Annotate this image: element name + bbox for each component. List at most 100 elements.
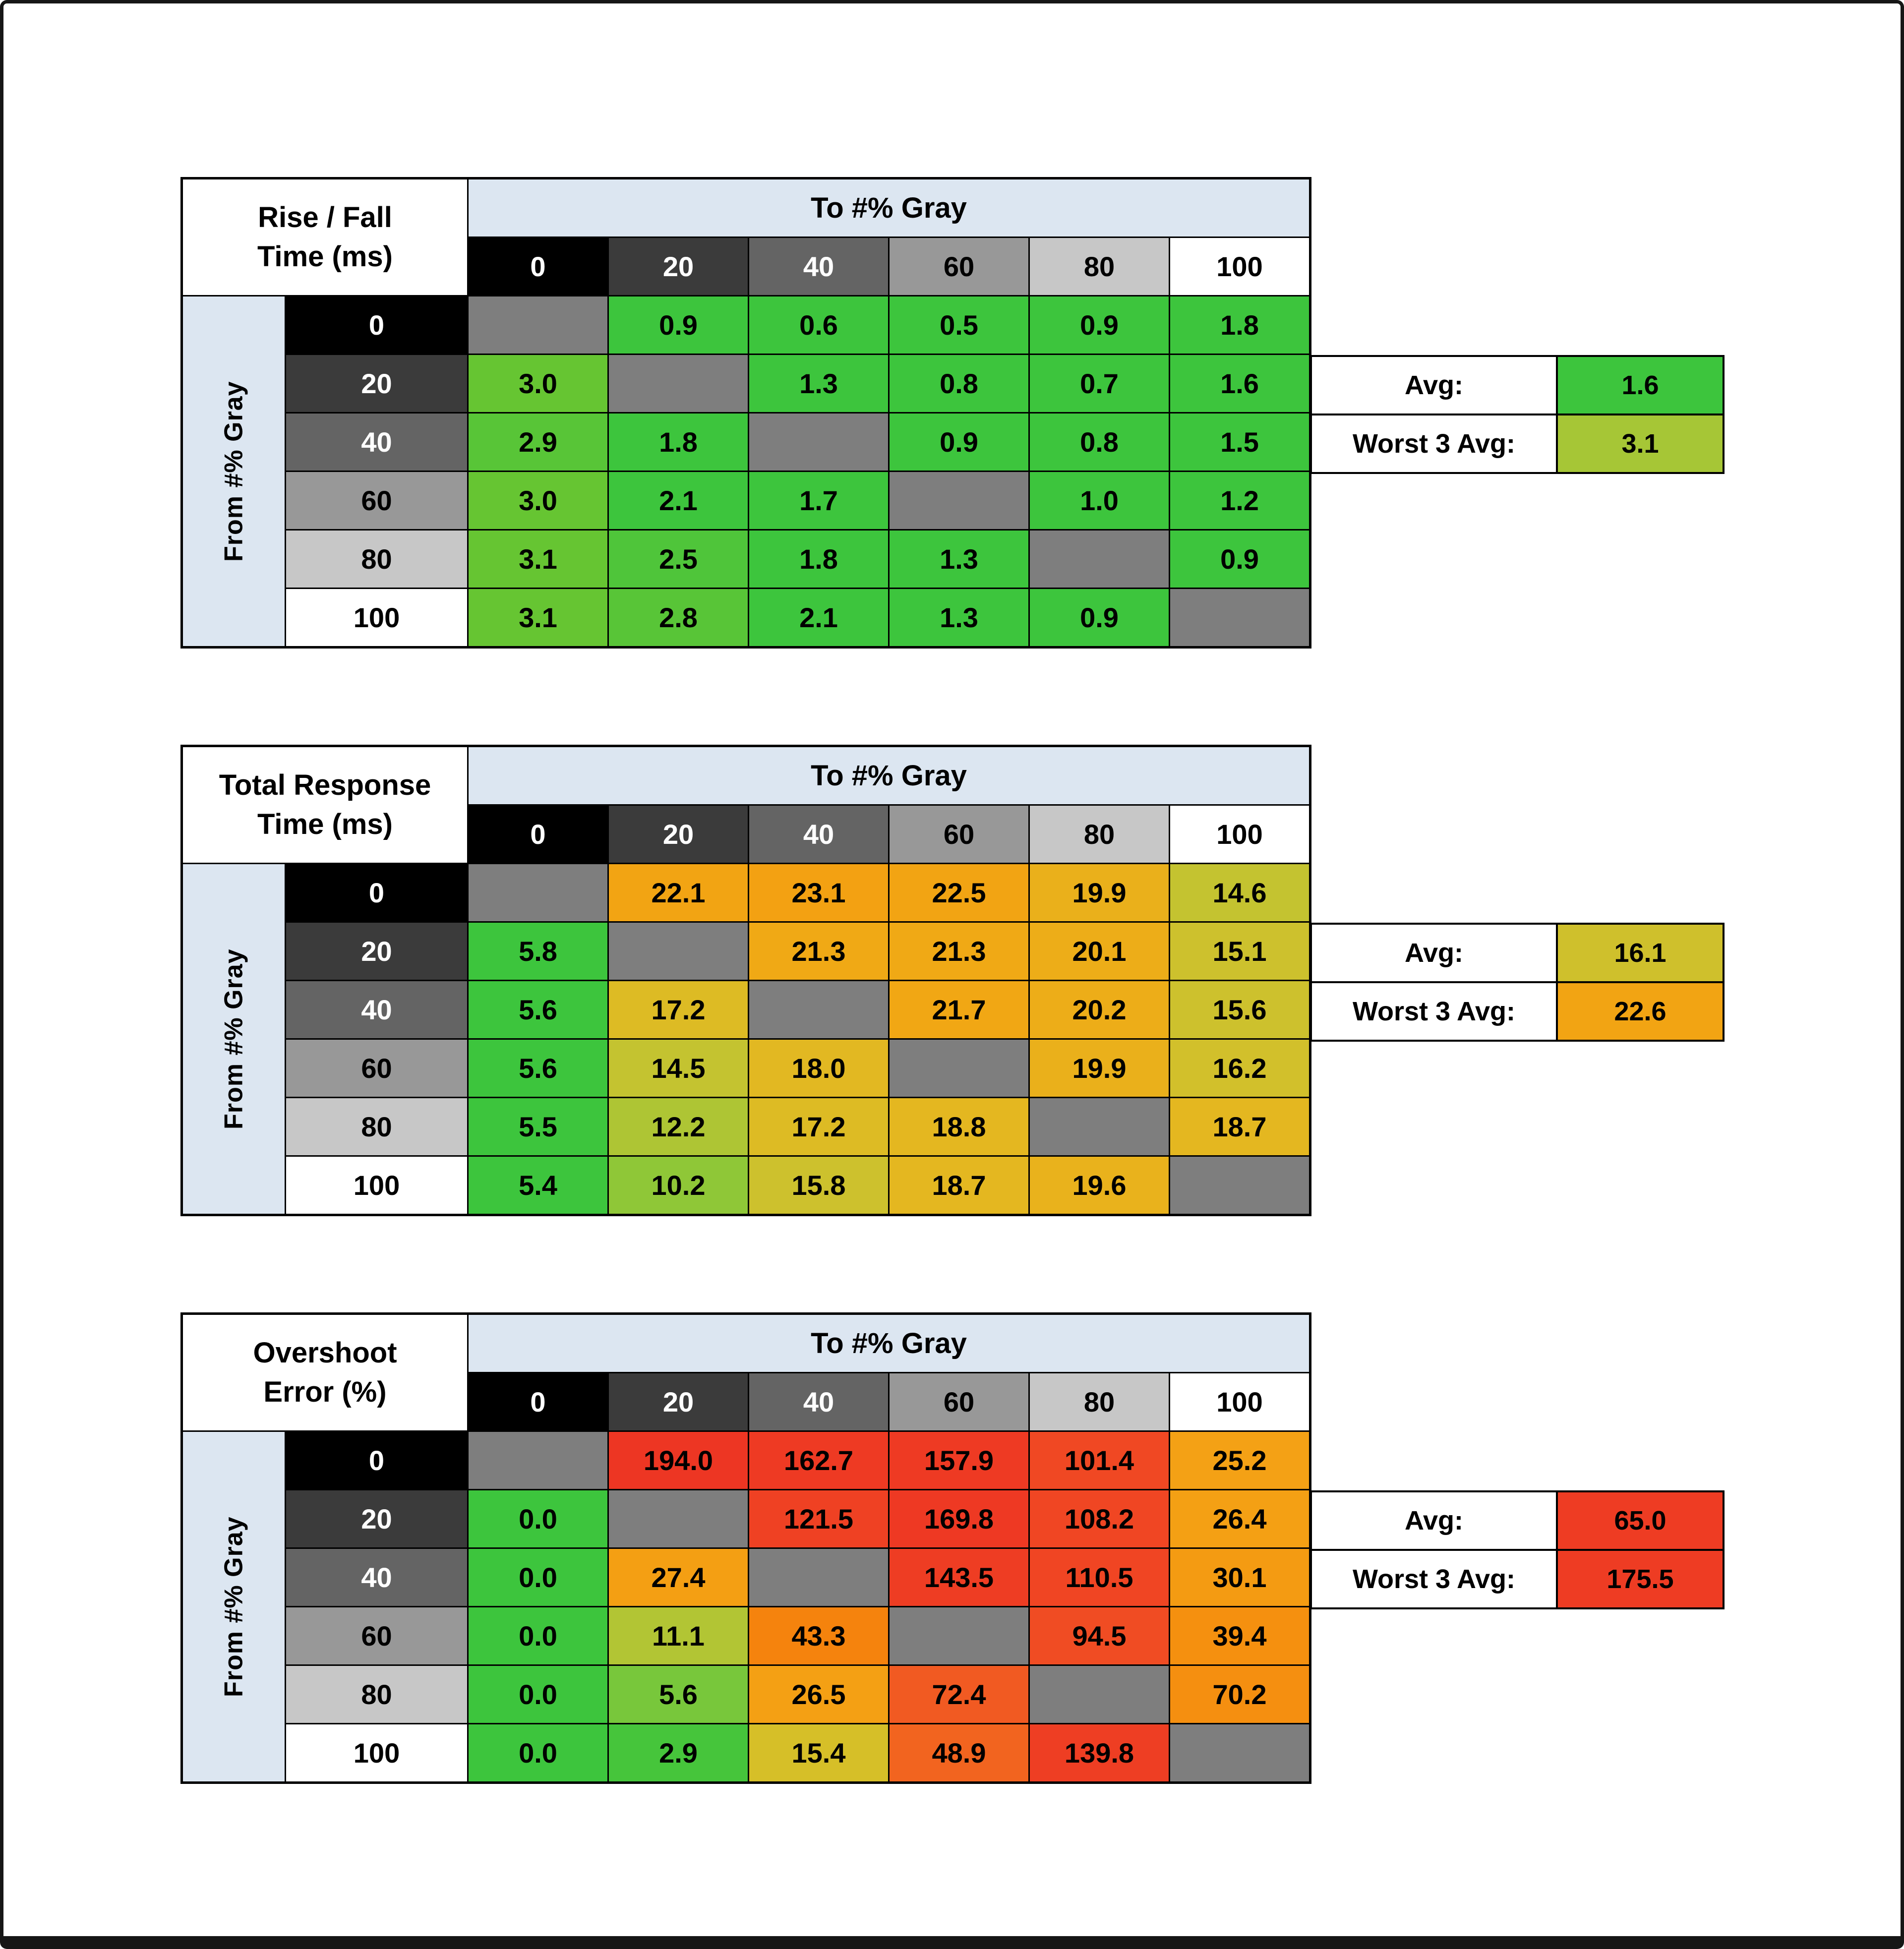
row-header-0: 0 (286, 864, 467, 921)
overshoot-error-table: Overshoot Error (%) To #% Gray 0 20 40 60 80 100… (180, 1312, 1725, 1784)
col-header-40: 40 (749, 806, 888, 863)
row-header-100: 100 (286, 589, 467, 646)
data-cell: 70.2 (1170, 1666, 1309, 1723)
data-cell: 1.0 (1030, 472, 1169, 529)
col-header-20: 20 (609, 806, 748, 863)
data-cell: 0.5 (890, 296, 1028, 354)
worst-3-avg-label: Worst 3 Avg: (1310, 981, 1558, 1042)
data-cell: 1.2 (1170, 472, 1309, 529)
avg-value: 65.0 (1556, 1490, 1725, 1551)
data-cell: 10.2 (609, 1157, 748, 1214)
data-cell: 101.4 (1030, 1432, 1169, 1489)
avg-label: Avg: (1310, 355, 1558, 415)
row-header-40: 40 (286, 981, 467, 1038)
worst-3-avg-row: Worst 3 Avg: 22.6 (1310, 981, 1725, 1042)
data-cell: 0.0 (469, 1724, 607, 1781)
total-response-summary: Avg: 16.1 Worst 3 Avg: 22.6 (1310, 923, 1725, 1042)
diagonal-cell (1170, 1157, 1309, 1214)
diagonal-cell (1170, 589, 1309, 646)
row-axis-label: From #% Gray (183, 1432, 285, 1781)
data-cell: 15.4 (749, 1724, 888, 1781)
col-axis-label: To #% Gray (469, 179, 1309, 236)
col-header-60: 60 (890, 806, 1028, 863)
data-cell: 110.5 (1030, 1549, 1169, 1606)
col-header-100: 100 (1170, 238, 1309, 295)
row-header-80: 80 (286, 1666, 467, 1723)
data-cell: 0.8 (1030, 413, 1169, 471)
row-header-60: 60 (286, 1607, 467, 1664)
data-cell: 3.1 (469, 531, 607, 588)
col-header-100: 100 (1170, 806, 1309, 863)
data-cell: 3.0 (469, 472, 607, 529)
col-header-0: 0 (469, 1373, 607, 1430)
data-cell: 27.4 (609, 1549, 748, 1606)
col-axis-label: To #% Gray (469, 1315, 1309, 1372)
data-cell: 3.1 (469, 589, 607, 646)
data-cell: 0.9 (1030, 296, 1169, 354)
data-cell: 139.8 (1030, 1724, 1169, 1781)
table-title: Rise / Fall Time (ms) (183, 179, 467, 295)
data-cell: 0.0 (469, 1549, 607, 1606)
data-cell: 1.8 (749, 531, 888, 588)
data-cell: 22.1 (609, 864, 748, 921)
avg-label: Avg: (1310, 923, 1558, 983)
row-header-80: 80 (286, 531, 467, 588)
row-header-80: 80 (286, 1098, 467, 1155)
data-cell: 18.8 (890, 1098, 1028, 1155)
data-cell: 21.7 (890, 981, 1028, 1038)
data-cell: 1.3 (890, 589, 1028, 646)
data-cell: 17.2 (609, 981, 748, 1038)
diagonal-cell (469, 864, 607, 921)
data-cell: 18.7 (890, 1157, 1028, 1214)
row-header-100: 100 (286, 1724, 467, 1781)
data-cell: 17.2 (749, 1098, 888, 1155)
data-cell: 39.4 (1170, 1607, 1309, 1664)
data-cell: 72.4 (890, 1666, 1028, 1723)
data-cell: 30.1 (1170, 1549, 1309, 1606)
avg-label: Avg: (1310, 1490, 1558, 1551)
data-cell: 5.4 (469, 1157, 607, 1214)
col-header-80: 80 (1030, 238, 1169, 295)
row-header-20: 20 (286, 1490, 467, 1547)
diagonal-cell (890, 1040, 1028, 1097)
worst-3-avg-label: Worst 3 Avg: (1310, 413, 1558, 474)
data-cell: 2.8 (609, 589, 748, 646)
data-cell: 1.8 (1170, 296, 1309, 354)
table-title-line: Error (%) (263, 1375, 387, 1408)
col-header-80: 80 (1030, 1373, 1169, 1430)
row-header-20: 20 (286, 355, 467, 412)
diagonal-cell (890, 472, 1028, 529)
data-cell: 0.9 (1170, 531, 1309, 588)
col-header-60: 60 (890, 238, 1028, 295)
diagonal-cell (749, 1549, 888, 1606)
worst-3-avg-value: 175.5 (1556, 1549, 1725, 1609)
data-cell: 3.0 (469, 355, 607, 412)
data-cell: 1.3 (890, 531, 1028, 588)
data-cell: 25.2 (1170, 1432, 1309, 1489)
data-cell: 2.9 (609, 1724, 748, 1781)
table-title: Overshoot Error (%) (183, 1315, 467, 1430)
data-cell: 194.0 (609, 1432, 748, 1489)
data-cell: 143.5 (890, 1549, 1028, 1606)
table-title-line: Rise / Fall (258, 201, 392, 234)
col-header-20: 20 (609, 238, 748, 295)
row-header-0: 0 (286, 296, 467, 354)
data-cell: 19.6 (1030, 1157, 1169, 1214)
data-cell: 1.7 (749, 472, 888, 529)
col-header-20: 20 (609, 1373, 748, 1430)
overshoot-error-grid: Overshoot Error (%) To #% Gray 0 20 40 60 80 100… (180, 1312, 1311, 1784)
diagonal-cell (1030, 1098, 1169, 1155)
col-header-40: 40 (749, 1373, 888, 1430)
data-cell: 1.3 (749, 355, 888, 412)
col-header-100: 100 (1170, 1373, 1309, 1430)
data-cell: 48.9 (890, 1724, 1028, 1781)
worst-3-avg-label: Worst 3 Avg: (1310, 1549, 1558, 1609)
row-header-40: 40 (286, 413, 467, 471)
row-header-20: 20 (286, 923, 467, 980)
total-response-table: Total Response Time (ms) To #% Gray 0 20 40 60… (180, 745, 1725, 1216)
rise-fall-summary: Avg: 1.6 Worst 3 Avg: 3.1 (1310, 355, 1725, 474)
diagonal-cell (609, 1490, 748, 1547)
data-cell: 0.7 (1030, 355, 1169, 412)
avg-row: Avg: 16.1 (1310, 923, 1725, 983)
